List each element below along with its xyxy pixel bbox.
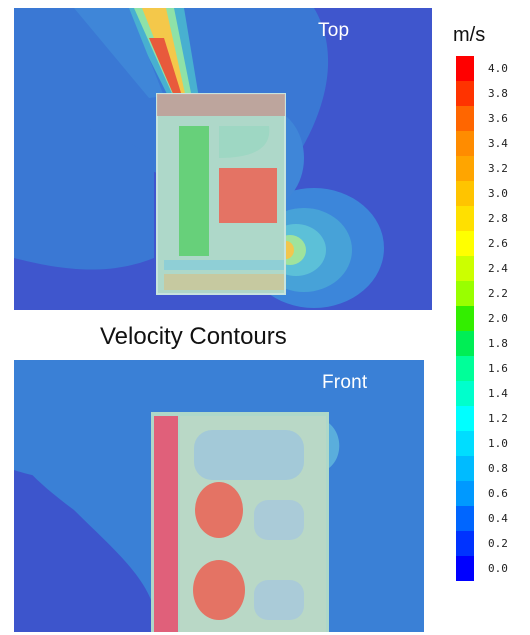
colorbar-tick-label: 4.0 — [488, 61, 508, 75]
colorbar-swatch — [456, 481, 474, 507]
colorbar-swatch — [456, 206, 474, 232]
colorbar-swatch — [456, 306, 474, 332]
front-view-label: Front — [322, 372, 368, 393]
colorbar-tick-label: 0.6 — [488, 486, 508, 500]
colorbar-swatch — [456, 106, 474, 132]
colorbar-tick-label: 0.8 — [488, 461, 508, 475]
colorbar-swatch — [456, 281, 474, 307]
colorbar-tick-label: 2.8 — [488, 211, 508, 225]
colorbar-tick-label: 2.0 — [488, 311, 508, 325]
colorbar-swatch — [456, 456, 474, 482]
colorbar-tick-label: 0.4 — [488, 511, 508, 525]
top-view-contour-plot — [14, 8, 432, 310]
colorbar-tick-label: 3.8 — [488, 86, 508, 100]
colorbar-tick-label: 3.2 — [488, 161, 508, 175]
colorbar-swatch — [456, 181, 474, 207]
colorbar-tick-label: 3.4 — [488, 136, 508, 150]
colorbar-swatch — [456, 431, 474, 457]
colorbar-swatch — [456, 356, 474, 382]
top-view-label: Top — [318, 20, 350, 41]
colorbar-swatch — [456, 231, 474, 257]
colorbar-tick-label: 3.6 — [488, 111, 508, 125]
colorbar-tick-label: 1.6 — [488, 361, 508, 375]
colorbar-swatch — [456, 156, 474, 182]
colorbar-tick-label: 0.2 — [488, 536, 508, 550]
colorbar-swatch — [456, 406, 474, 432]
colorbar-tick-label: 2.6 — [488, 236, 508, 250]
velocity-colorbar — [456, 56, 474, 582]
colorbar-tick-label: 1.0 — [488, 436, 508, 450]
colorbar-tick-label: 2.4 — [488, 261, 508, 275]
colorbar-swatch — [456, 556, 474, 582]
colorbar-tick-label: 1.2 — [488, 411, 508, 425]
colorbar-tick-label: 1.4 — [488, 386, 508, 400]
colorbar-tick-label: 1.8 — [488, 336, 508, 350]
colorbar-swatch — [456, 56, 474, 82]
colorbar-swatch — [456, 506, 474, 532]
colorbar-swatch — [456, 531, 474, 557]
colorbar-unit-label: m/s — [453, 24, 486, 46]
colorbar-swatch — [456, 256, 474, 282]
front-view-contour-plot — [14, 360, 424, 632]
figure-caption: Velocity Contours — [100, 323, 287, 350]
colorbar-swatch — [456, 81, 474, 107]
colorbar-swatch — [456, 381, 474, 407]
colorbar-tick-label: 0.0 — [488, 561, 508, 575]
colorbar-tick-label: 2.2 — [488, 286, 508, 300]
colorbar-swatch — [456, 331, 474, 357]
colorbar-swatch — [456, 131, 474, 157]
colorbar-tick-label: 3.0 — [488, 186, 508, 200]
